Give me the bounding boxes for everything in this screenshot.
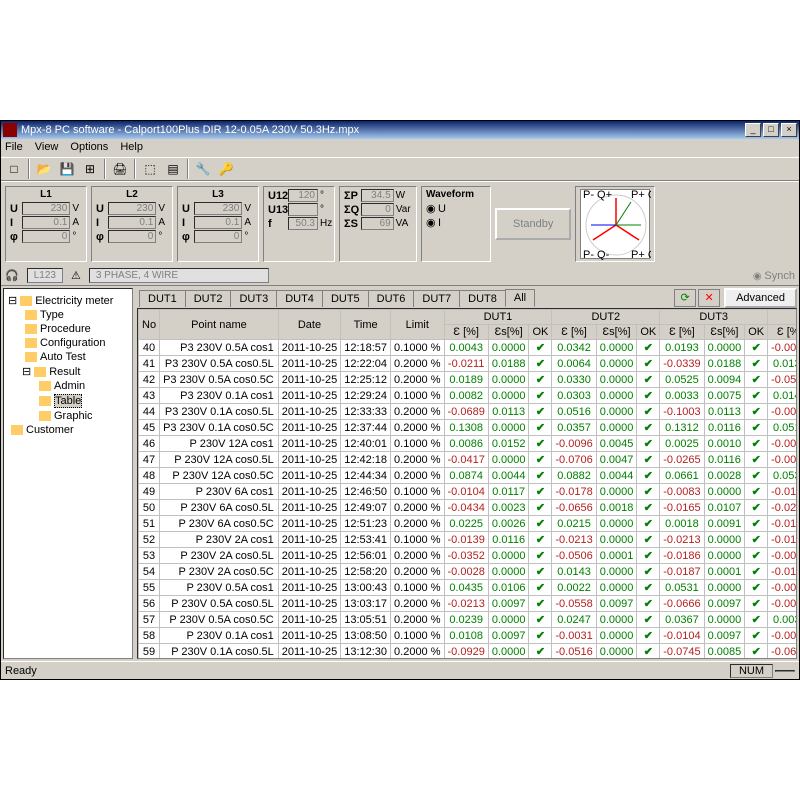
menu-view[interactable]: View: [35, 141, 59, 155]
advanced-button[interactable]: Advanced: [724, 288, 797, 308]
tree-procedure[interactable]: Procedure: [22, 322, 128, 336]
tree-electricity-meter[interactable]: ⊟Electricity meter: [8, 293, 128, 308]
table-row[interactable]: 58P 230V 0.1A cos12011-10-2513:08:500.10…: [139, 628, 798, 644]
tree-configuration[interactable]: Configuration: [22, 336, 128, 350]
table-row[interactable]: 46P 230V 12A cos12011-10-2512:40:010.100…: [139, 436, 798, 452]
svg-text:P+ Q+: P+ Q+: [631, 190, 651, 201]
app-icon: [3, 123, 17, 137]
waveform-group: Waveform ◉U◉I: [421, 186, 491, 262]
dut-tabs: DUT1DUT2DUT3DUT4DUT5DUT6DUT7DUT8All ⟳✕Adv…: [137, 288, 797, 308]
toolbar-btn-5[interactable]: ⬚: [139, 159, 161, 179]
table-row[interactable]: 40P3 230V 0.5A cos12011-10-2512:18:570.1…: [139, 340, 798, 356]
table-row[interactable]: 44P3 230V 0.1A cos0.5L2011-10-2512:33:33…: [139, 404, 798, 420]
table-row[interactable]: 59P 230V 0.1A cos0.5L2011-10-2513:12:300…: [139, 644, 798, 660]
titlebar[interactable]: Mpx-8 PC software - Calport100Plus DIR 1…: [1, 121, 799, 139]
tree-result[interactable]: ⊟Result: [22, 364, 128, 379]
table-row[interactable]: 42P3 230V 0.5A cos0.5C2011-10-2512:25:12…: [139, 372, 798, 388]
table-row[interactable]: 48P 230V 12A cos0.5C2011-10-2512:44:340.…: [139, 468, 798, 484]
menu-options[interactable]: Options: [70, 141, 108, 155]
standby-button[interactable]: Standby: [495, 208, 571, 240]
table-row[interactable]: 52P 230V 2A cos12011-10-2512:53:410.1000…: [139, 532, 798, 548]
svg-text:P- Q-: P- Q-: [583, 249, 610, 260]
results-table[interactable]: NoPoint nameDateTimeLimitDUT1DUT2DUT3DUT…: [137, 308, 797, 659]
tab-dut7[interactable]: DUT7: [413, 290, 460, 307]
l123-chip: L123: [27, 268, 63, 283]
delete-button[interactable]: ✕: [698, 289, 720, 307]
toolbar-btn-1[interactable]: 📂: [33, 159, 55, 179]
tab-dut4[interactable]: DUT4: [276, 290, 323, 307]
wiring-chip: 3 PHASE, 4 WIRE: [89, 268, 269, 283]
maximize-button[interactable]: □: [763, 123, 779, 137]
toolbar-btn-4[interactable]: 🖨: [109, 159, 131, 179]
window-title: Mpx-8 PC software - Calport100Plus DIR 1…: [21, 124, 745, 136]
status-num: NUM: [730, 664, 773, 678]
tab-dut3[interactable]: DUT3: [230, 290, 277, 307]
table-row[interactable]: 50P 230V 6A cos0.5L2011-10-2512:49:070.2…: [139, 500, 798, 516]
toolbar-btn-8[interactable]: 🔑: [215, 159, 237, 179]
info-row: 🎧 L123 ⚠ 3 PHASE, 4 WIRE ◉ Synch: [1, 266, 799, 285]
status-bar: Ready NUM: [1, 661, 799, 679]
table-row[interactable]: 57P 230V 0.5A cos0.5C2011-10-2513:05:510…: [139, 612, 798, 628]
tab-dut5[interactable]: DUT5: [322, 290, 369, 307]
minimize-button[interactable]: _: [745, 123, 761, 137]
table-row[interactable]: 47P 230V 12A cos0.5L2011-10-2512:42:180.…: [139, 452, 798, 468]
toolbar-btn-6[interactable]: ▤: [162, 159, 184, 179]
toolbar-btn-7[interactable]: 🔧: [192, 159, 214, 179]
tab-dut1[interactable]: DUT1: [139, 290, 186, 307]
tree-customer[interactable]: Customer: [8, 423, 128, 437]
svg-text:P- Q+: P- Q+: [583, 190, 612, 201]
table-row[interactable]: 56P 230V 0.5A cos0.5L2011-10-2513:03:170…: [139, 596, 798, 612]
tree-auto-test[interactable]: Auto Test: [22, 350, 128, 364]
close-button[interactable]: ×: [781, 123, 797, 137]
measurement-panel: L1U230VI0.1Aφ0°L2U230VI0.1Aφ0°L3U230VI0.…: [1, 181, 799, 266]
tab-all[interactable]: All: [505, 289, 535, 307]
status-ready: Ready: [5, 665, 37, 677]
refresh-button[interactable]: ⟳: [674, 289, 696, 307]
phasor-diagram: P- Q+ P+ Q+ P- Q- P+ Q-: [575, 186, 655, 262]
tree-type[interactable]: Type: [22, 308, 128, 322]
tree-table[interactable]: Table: [36, 393, 128, 409]
toolbar-btn-3[interactable]: ⊞: [79, 159, 101, 179]
menubar: File View Options Help: [1, 139, 799, 157]
table-row[interactable]: 53P 230V 2A cos0.5L2011-10-2512:56:010.2…: [139, 548, 798, 564]
toolbar-btn-2[interactable]: 💾: [56, 159, 78, 179]
table-row[interactable]: 55P 230V 0.5A cos12011-10-2513:00:430.10…: [139, 580, 798, 596]
tree-graphic[interactable]: Graphic: [36, 409, 128, 423]
waveform-I[interactable]: ◉I: [426, 216, 486, 229]
tab-dut2[interactable]: DUT2: [185, 290, 232, 307]
table-row[interactable]: 45P3 230V 0.1A cos0.5C2011-10-2512:37:44…: [139, 420, 798, 436]
nav-tree[interactable]: ⊟Electricity meterTypeProcedureConfigura…: [3, 288, 133, 659]
table-row[interactable]: 54P 230V 2A cos0.5C2011-10-2512:58:200.2…: [139, 564, 798, 580]
table-row[interactable]: 51P 230V 6A cos0.5C2011-10-2512:51:230.2…: [139, 516, 798, 532]
toolbar: □ 📂💾⊞ 🖨 ⬚▤ 🔧🔑: [1, 157, 799, 181]
app-window: Mpx-8 PC software - Calport100Plus DIR 1…: [0, 120, 800, 680]
menu-file[interactable]: File: [5, 141, 23, 155]
menu-help[interactable]: Help: [120, 141, 143, 155]
tree-admin[interactable]: Admin: [36, 379, 128, 393]
warning-icon: ⚠: [71, 269, 81, 282]
table-row[interactable]: 43P3 230V 0.1A cos12011-10-2512:29:240.1…: [139, 388, 798, 404]
tab-dut8[interactable]: DUT8: [459, 290, 506, 307]
svg-text:P+ Q-: P+ Q-: [631, 249, 651, 260]
tab-dut6[interactable]: DUT6: [368, 290, 415, 307]
toolbar-btn-0[interactable]: □: [3, 159, 25, 179]
table-row[interactable]: 41P3 230V 0.5A cos0.5L2011-10-2512:22:04…: [139, 356, 798, 372]
headphone-icon: 🎧: [5, 269, 19, 282]
table-row[interactable]: 49P 230V 6A cos12011-10-2512:46:500.1000…: [139, 484, 798, 500]
waveform-U[interactable]: ◉U: [426, 202, 486, 215]
